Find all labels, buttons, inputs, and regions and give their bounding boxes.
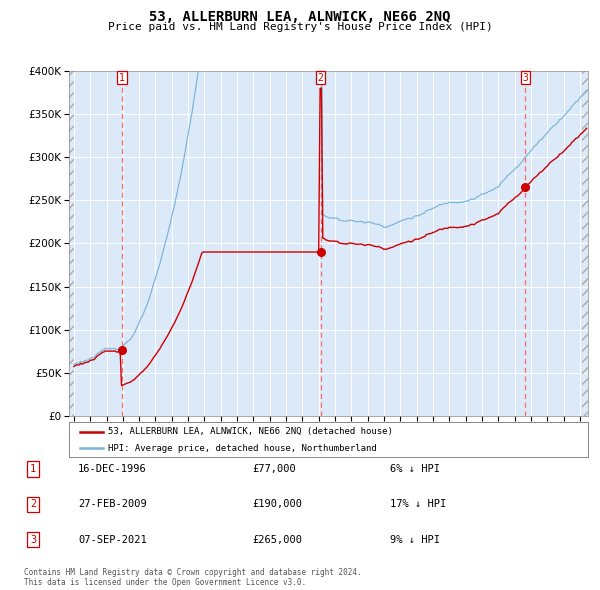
Text: 9% ↓ HPI: 9% ↓ HPI [390, 535, 440, 545]
Text: £190,000: £190,000 [252, 500, 302, 509]
Text: 1: 1 [30, 464, 36, 474]
Text: 53, ALLERBURN LEA, ALNWICK, NE66 2NQ (detached house): 53, ALLERBURN LEA, ALNWICK, NE66 2NQ (de… [108, 427, 393, 436]
Text: 16-DEC-1996: 16-DEC-1996 [78, 464, 147, 474]
Text: 3: 3 [523, 73, 529, 83]
Text: 6% ↓ HPI: 6% ↓ HPI [390, 464, 440, 474]
Text: 17% ↓ HPI: 17% ↓ HPI [390, 500, 446, 509]
Text: Price paid vs. HM Land Registry's House Price Index (HPI): Price paid vs. HM Land Registry's House … [107, 22, 493, 32]
Bar [69, 71, 74, 416]
Text: 1: 1 [119, 73, 125, 83]
Text: HPI: Average price, detached house, Northumberland: HPI: Average price, detached house, Nort… [108, 444, 377, 453]
Text: 53, ALLERBURN LEA, ALNWICK, NE66 2NQ: 53, ALLERBURN LEA, ALNWICK, NE66 2NQ [149, 10, 451, 24]
Text: £77,000: £77,000 [252, 464, 296, 474]
Text: 07-SEP-2021: 07-SEP-2021 [78, 535, 147, 545]
Bar [582, 71, 594, 416]
Text: Contains HM Land Registry data © Crown copyright and database right 2024.
This d: Contains HM Land Registry data © Crown c… [24, 568, 362, 587]
Text: £265,000: £265,000 [252, 535, 302, 545]
Text: 3: 3 [30, 535, 36, 545]
Text: 2: 2 [30, 500, 36, 509]
Text: 2: 2 [318, 73, 323, 83]
Text: 27-FEB-2009: 27-FEB-2009 [78, 500, 147, 509]
